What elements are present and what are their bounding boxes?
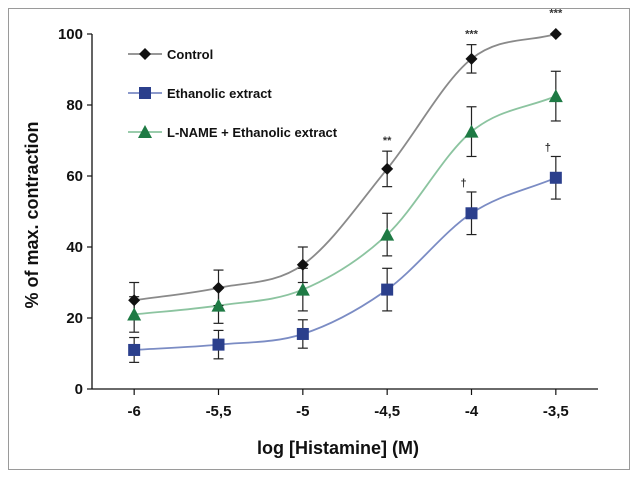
data-point <box>465 52 478 65</box>
data-markers <box>127 28 563 356</box>
data-point <box>465 207 478 220</box>
data-point <box>296 327 309 340</box>
x-tick-label: -6 <box>127 403 140 420</box>
fitted-curves <box>134 33 557 351</box>
data-point <box>380 227 395 241</box>
data-point <box>211 298 226 312</box>
series-curve <box>134 176 557 351</box>
x-tick-label: -5 <box>296 403 309 420</box>
axes: 0 20 40 60 80 100 -6 -5,5 -5 -4,5 -4 -3,5 <box>58 26 598 420</box>
y-tick-label: 100 <box>58 26 83 43</box>
y-tick-label: 40 <box>66 239 83 256</box>
significance-mark: † <box>545 142 551 154</box>
data-point <box>212 281 225 294</box>
x-tick-label: -3,5 <box>543 403 569 420</box>
y-tick-label: 60 <box>66 168 83 185</box>
significance-mark: *** <box>465 29 479 41</box>
data-point <box>128 343 141 356</box>
legend-marker <box>139 87 151 99</box>
series-curve <box>134 33 557 302</box>
data-point <box>295 282 310 296</box>
y-tick-label: 80 <box>66 97 83 114</box>
data-point <box>549 171 562 184</box>
chart-frame <box>8 8 630 470</box>
legend-label: Ethanolic extract <box>167 86 272 101</box>
data-point <box>128 294 141 307</box>
y-tick-label: 0 <box>75 381 83 398</box>
data-point <box>296 258 309 271</box>
data-point <box>212 338 225 351</box>
x-axis-label: log [Histamine] (M) <box>257 438 419 458</box>
significance-mark: † <box>460 178 466 190</box>
data-point <box>127 307 142 321</box>
y-tick-label: 20 <box>66 310 83 327</box>
significance-annotations: ********†† <box>383 7 563 189</box>
legend-marker <box>139 48 151 60</box>
y-axis-label: % of max. contraction <box>22 121 42 308</box>
legend-label: L-NAME + Ethanolic extract <box>167 125 338 140</box>
x-tick-label: -4,5 <box>374 403 400 420</box>
x-tick-label: -5,5 <box>206 403 232 420</box>
data-point <box>381 283 394 296</box>
data-point <box>381 162 394 175</box>
legend-label: Control <box>167 47 213 62</box>
x-tick-label: -4 <box>465 403 479 420</box>
data-point <box>549 28 562 40</box>
legend-marker <box>138 125 152 138</box>
significance-mark: ** <box>383 135 392 147</box>
legend: Control Ethanolic extract L-NAME + Ethanol… <box>128 47 338 140</box>
data-point <box>548 89 563 103</box>
data-point <box>464 124 479 138</box>
significance-mark: *** <box>549 7 563 19</box>
